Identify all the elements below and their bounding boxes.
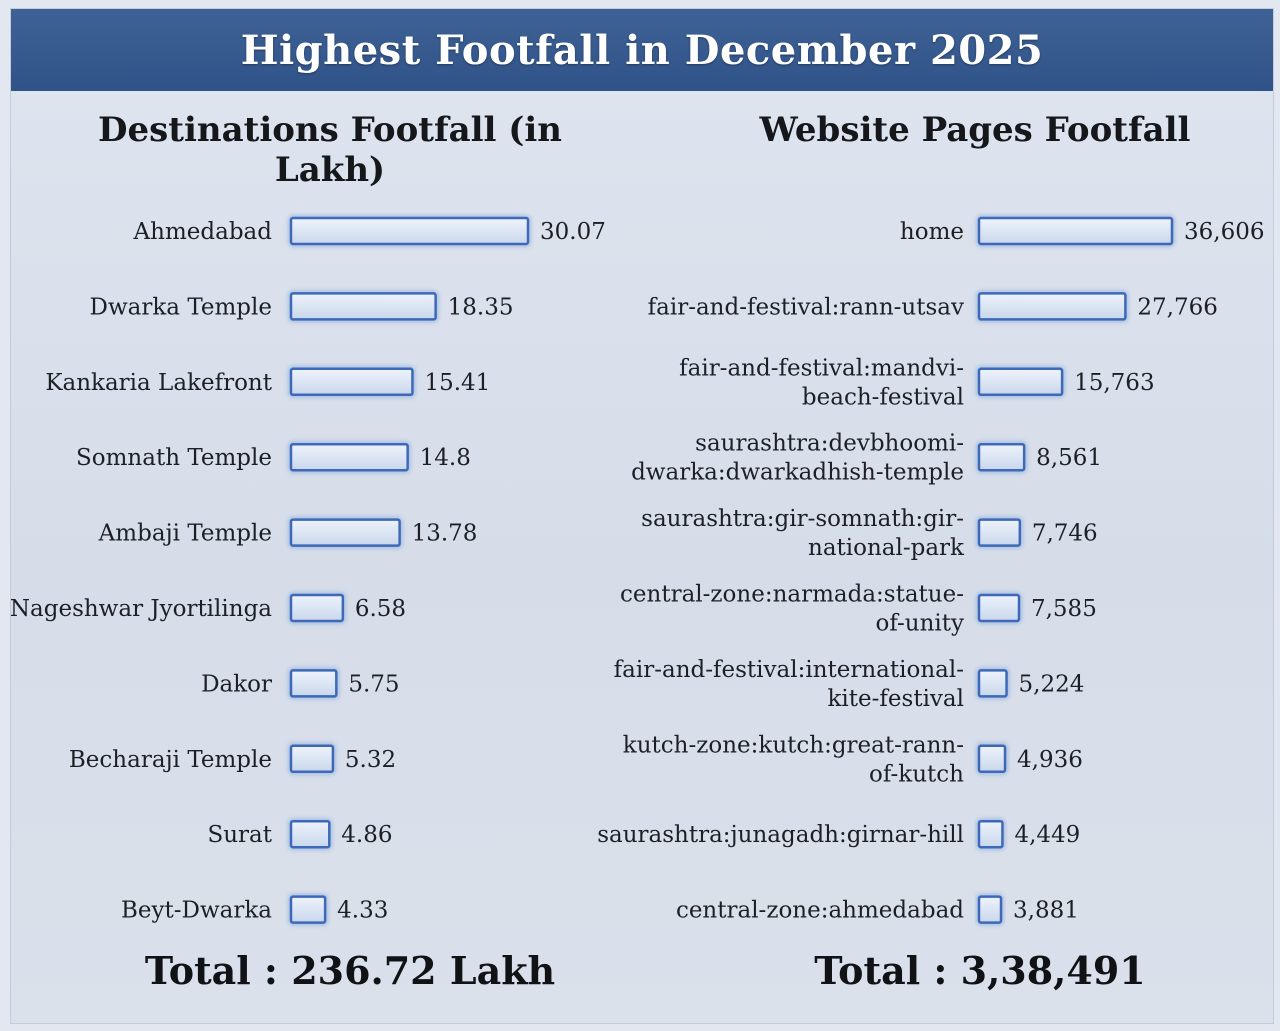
page-category-label: home bbox=[900, 219, 964, 245]
page-value-label: 7,585 bbox=[1031, 596, 1097, 622]
destination-value-label: 5.32 bbox=[345, 747, 396, 773]
website-chart-title: Website Pages Footfall bbox=[759, 110, 1191, 150]
destination-bar bbox=[289, 895, 327, 924]
destination-bar bbox=[289, 367, 414, 397]
destination-bar bbox=[289, 744, 335, 774]
page-bar bbox=[977, 669, 1008, 698]
page-bar bbox=[977, 744, 1007, 774]
website-total: Total : 3,38,491 bbox=[814, 948, 1146, 993]
destination-bar bbox=[289, 518, 401, 547]
destination-value-label: 13.78 bbox=[412, 521, 478, 547]
page-value-label: 3,881 bbox=[1013, 898, 1079, 924]
page-value-label: 36,606 bbox=[1184, 219, 1264, 245]
page-value-label: 15,763 bbox=[1074, 370, 1154, 396]
page-bar bbox=[977, 518, 1022, 547]
page-bar bbox=[977, 216, 1174, 246]
destination-category-label: Surat bbox=[207, 822, 272, 848]
page-category-label: national-park bbox=[808, 535, 965, 561]
destination-bar bbox=[289, 593, 345, 623]
page-category-label: dwarka:dwarkadhish-temple bbox=[631, 460, 964, 486]
destination-category-label: Ambaji Temple bbox=[98, 521, 272, 547]
destination-value-label: 5.75 bbox=[348, 671, 399, 697]
page-category-label: kutch-zone:kutch:great-rann- bbox=[623, 732, 964, 758]
page-value-label: 27,766 bbox=[1137, 294, 1217, 320]
destination-value-label: 15.41 bbox=[424, 370, 490, 396]
page-category-label: of-kutch bbox=[869, 761, 964, 787]
destination-value-label: 30.07 bbox=[540, 219, 606, 245]
page-category-label: kite-festival bbox=[827, 686, 964, 712]
page-category-label: beach-festival bbox=[802, 384, 964, 410]
destination-category-label: Dakor bbox=[201, 671, 272, 697]
destination-bar bbox=[289, 292, 437, 321]
destination-category-label: Dwarka Temple bbox=[90, 294, 272, 320]
page-category-label: saurashtra:devbhoomi- bbox=[695, 431, 964, 457]
destination-category-label: Somnath Temple bbox=[76, 445, 272, 471]
page-value-label: 5,224 bbox=[1019, 671, 1085, 697]
infographic-panel: Highest Footfall in December 2025 bbox=[10, 8, 1274, 1024]
page-bar bbox=[977, 819, 1004, 849]
destination-bar bbox=[289, 216, 530, 246]
page-category-label: central-zone:ahmedabad bbox=[676, 898, 964, 924]
destinations-chart: 30.07 Ahmedabad 18.35 Dwarka Temple 15.41 Kan… bbox=[10, 215, 606, 926]
destinations-chart-title: Destinations Footfall (in Lakh) bbox=[97, 110, 562, 190]
page-category-label: saurashtra:junagadh:girnar-hill bbox=[597, 822, 964, 848]
page-bar bbox=[977, 895, 1003, 924]
page-title: Highest Footfall in December 2025 bbox=[240, 26, 1044, 74]
page-value-label: 4,449 bbox=[1014, 822, 1080, 848]
page-category-label: fair-and-festival:international- bbox=[614, 657, 964, 683]
title-banner: Highest Footfall in December 2025 bbox=[11, 9, 1273, 91]
page-category-label: fair-and-festival:mandvi- bbox=[679, 355, 964, 381]
page-bar bbox=[977, 442, 1026, 472]
destination-value-label: 14.8 bbox=[420, 445, 471, 471]
page-value-label: 4,936 bbox=[1017, 747, 1083, 773]
page-bar bbox=[977, 593, 1021, 623]
page-category-label: saurashtra:gir-somnath:gir- bbox=[641, 506, 964, 532]
page-category-label: of-unity bbox=[875, 611, 964, 637]
destination-category-label: Nageshwar Jyortilinga bbox=[10, 596, 272, 622]
website-pages-chart: 36,606 home 27,766 fair-and-festival:rann-u… bbox=[597, 215, 1264, 926]
destination-bar bbox=[289, 669, 338, 698]
destination-category-label: Beyt-Dwarka bbox=[121, 898, 272, 924]
destination-value-label: 4.33 bbox=[337, 898, 388, 924]
destination-value-label: 6.58 bbox=[355, 596, 406, 622]
destination-bar bbox=[289, 819, 331, 849]
destinations-total: Total : 236.72 Lakh bbox=[144, 948, 556, 993]
page-value-label: 8,561 bbox=[1036, 445, 1102, 471]
destination-category-label: Kankaria Lakefront bbox=[45, 370, 272, 396]
destination-category-label: Becharaji Temple bbox=[69, 747, 272, 773]
destination-bar bbox=[289, 442, 409, 472]
page-bar bbox=[977, 292, 1127, 321]
destination-value-label: 18.35 bbox=[448, 294, 514, 320]
page-category-label: fair-and-festival:rann-utsav bbox=[648, 294, 964, 320]
destination-category-label: Ahmedabad bbox=[133, 219, 273, 245]
page-value-label: 7,746 bbox=[1032, 521, 1098, 547]
page-category-label: central-zone:narmada:statue- bbox=[620, 582, 964, 608]
destination-value-label: 4.86 bbox=[341, 822, 392, 848]
page-bar bbox=[977, 367, 1064, 397]
